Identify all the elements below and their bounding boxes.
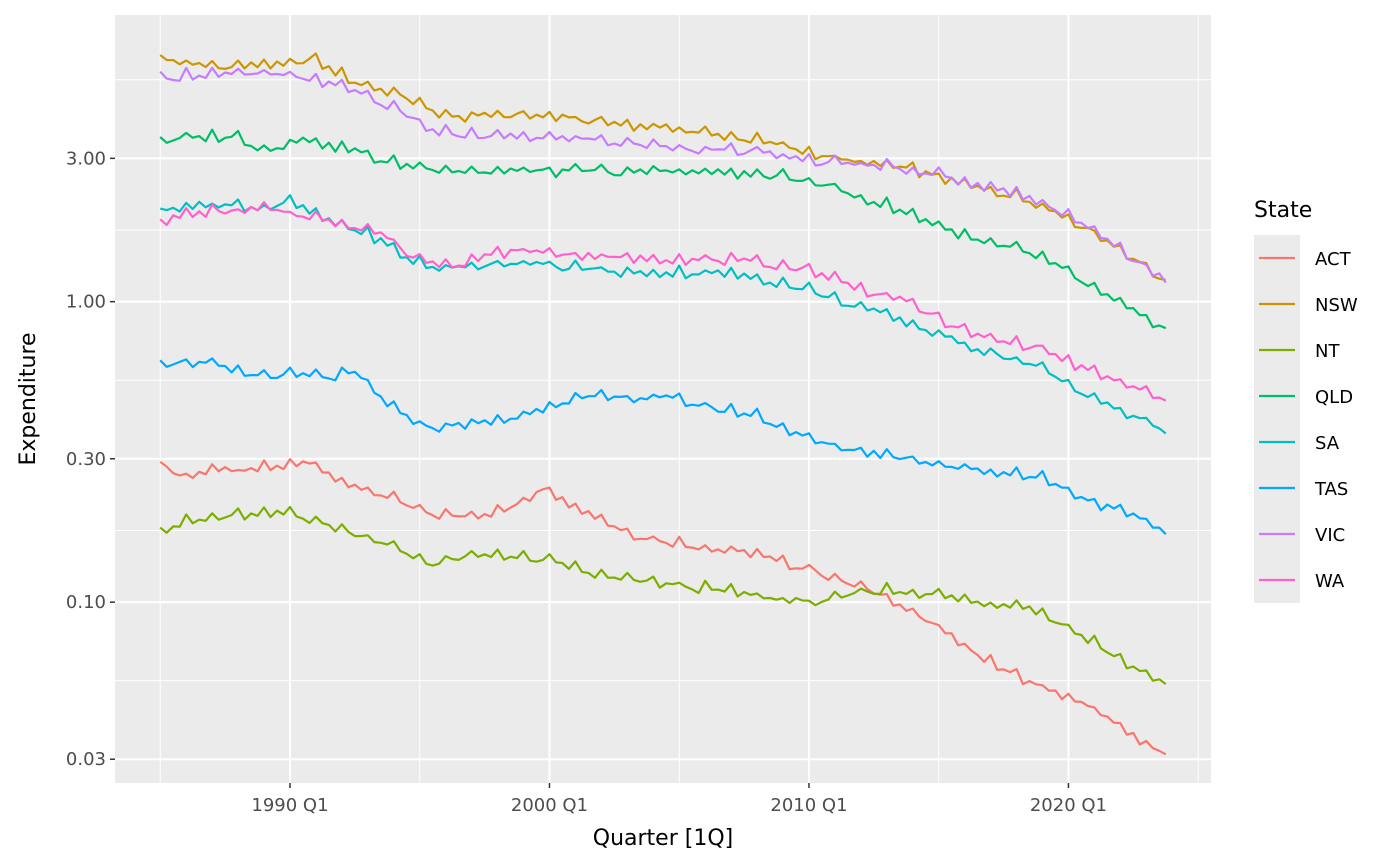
legend-item-tas: TAS (1254, 465, 1348, 511)
series-line-wa (159, 201, 1167, 402)
series-layer (159, 52, 1167, 756)
legend-label: NSW (1315, 295, 1358, 316)
x-tick-label-2: 2010 Q1 (770, 795, 847, 816)
legend-keys: ACT NSW NT QLD SA TAS VIC WA (1254, 235, 1358, 603)
series-line-act (159, 458, 1167, 756)
series-line-qld (159, 128, 1167, 330)
x-tick-label-1: 2000 Q1 (511, 795, 588, 816)
plot-panel (115, 15, 1211, 783)
legend-item-wa: WA (1254, 557, 1345, 603)
legend-item-sa: SA (1254, 419, 1340, 465)
legend-label: QLD (1315, 387, 1353, 408)
x-tick-label-3: 2020 Q1 (1030, 795, 1107, 816)
legend-item-vic: VIC (1254, 511, 1345, 557)
legend-item-act: ACT (1254, 235, 1352, 281)
legend-label: ACT (1315, 249, 1352, 270)
grid-minor (115, 15, 1211, 783)
y-axis: 0.03 0.10 0.30 1.00 3.00 (66, 148, 115, 770)
legend-item-nt: NT (1254, 327, 1340, 373)
series-line-nt (159, 505, 1167, 685)
y-tick-label-0: 0.03 (66, 749, 106, 770)
x-axis: 1990 Q1 2000 Q1 2010 Q1 2020 Q1 (251, 783, 1107, 816)
grid-major (115, 15, 1211, 783)
series-line-vic (159, 66, 1167, 284)
y-tick-label-1: 0.10 (66, 592, 106, 613)
legend-item-nsw: NSW (1254, 281, 1358, 327)
series-line-tas (159, 357, 1167, 535)
legend-label: TAS (1314, 479, 1348, 500)
legend-label: SA (1315, 433, 1340, 454)
series-line-nsw (159, 52, 1167, 282)
y-tick-label-4: 3.00 (66, 148, 106, 169)
y-axis-title: Expenditure (16, 332, 41, 465)
legend-label: WA (1315, 571, 1345, 592)
legend-label: VIC (1315, 525, 1345, 546)
legend-item-qld: QLD (1254, 373, 1353, 419)
y-tick-label-3: 1.00 (66, 292, 106, 313)
x-tick-label-0: 1990 Q1 (251, 795, 328, 816)
legend-label: NT (1315, 341, 1340, 362)
x-axis-title: Quarter [1Q] (593, 826, 733, 851)
legend-title: State (1254, 198, 1312, 223)
y-tick-label-2: 0.30 (66, 449, 106, 470)
legend: State ACT NSW NT QLD SA TAS VIC WA (1254, 198, 1358, 603)
